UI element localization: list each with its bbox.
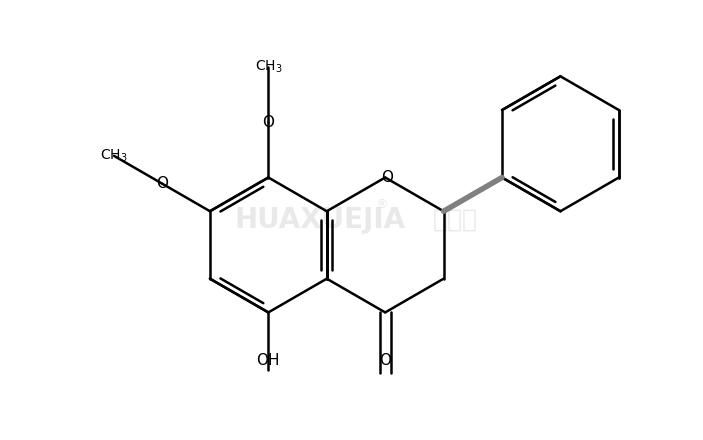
Text: O: O: [381, 170, 393, 185]
Text: CH$_3$: CH$_3$: [254, 59, 282, 75]
Text: CH$_3$: CH$_3$: [101, 148, 128, 164]
Text: O: O: [262, 115, 274, 130]
Text: OH: OH: [257, 353, 280, 368]
Text: ®: ®: [375, 198, 387, 212]
Text: 化学加: 化学加: [432, 208, 477, 232]
Text: O: O: [156, 176, 168, 191]
Text: HUAXUEJIA: HUAXUEJIA: [234, 206, 406, 234]
Text: O: O: [379, 353, 391, 368]
